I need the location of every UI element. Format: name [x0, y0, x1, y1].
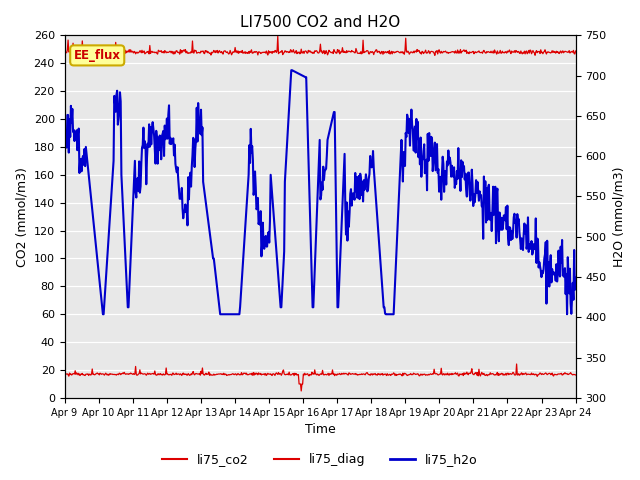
Y-axis label: CO2 (mmol/m3): CO2 (mmol/m3): [15, 167, 28, 266]
X-axis label: Time: Time: [305, 423, 335, 436]
Title: LI7500 CO2 and H2O: LI7500 CO2 and H2O: [240, 15, 400, 30]
Legend: li75_co2, li75_diag, li75_h2o: li75_co2, li75_diag, li75_h2o: [157, 448, 483, 471]
Text: EE_flux: EE_flux: [74, 49, 121, 62]
Y-axis label: H2O (mmol/m3): H2O (mmol/m3): [612, 167, 625, 267]
